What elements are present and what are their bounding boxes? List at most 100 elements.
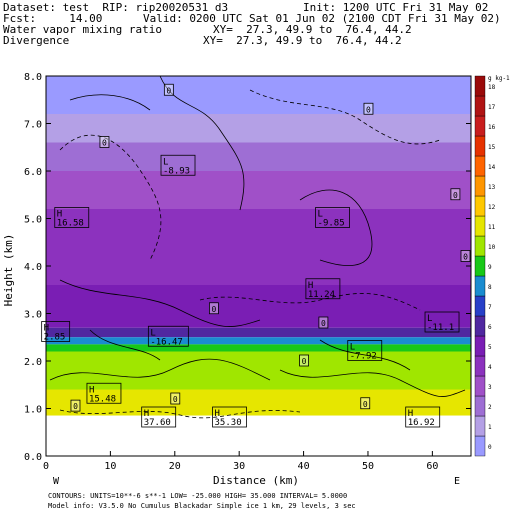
field-name-secondary: Divergence bbox=[3, 34, 70, 47]
extremum-box bbox=[86, 382, 122, 404]
dataset-line: Dataset: test RIP: rip20020531 d3 bbox=[3, 1, 229, 14]
colorbar-swatch bbox=[474, 375, 486, 397]
x-tick-label: 20 bbox=[169, 461, 181, 472]
x-tick-label: 60 bbox=[426, 461, 438, 472]
colorbar-level-label: 15 bbox=[488, 144, 496, 151]
colorbar-level-label: 14 bbox=[488, 164, 496, 171]
moisture-layer-6 bbox=[46, 327, 471, 338]
extremum-box bbox=[54, 207, 90, 228]
init-line: Init: 1200 UTC Fri 31 May 02 bbox=[303, 1, 489, 14]
contour-line bbox=[59, 279, 261, 327]
cross-section-coords-primary: XY= 27.3, 49.9 to 76.4, 44.2 bbox=[213, 23, 412, 36]
moisture-layer-9 bbox=[46, 344, 471, 352]
zero-contour-box bbox=[163, 83, 174, 96]
contour-line bbox=[299, 189, 373, 266]
extremum-box bbox=[160, 154, 196, 176]
contour-line bbox=[159, 75, 245, 211]
colorbar-level-label: 6 bbox=[488, 324, 492, 331]
colorbar-level-label: 12 bbox=[488, 204, 496, 211]
extremum-value: -9.85 bbox=[318, 219, 345, 229]
colorbar-swatch bbox=[474, 155, 486, 177]
x-tick-label: 50 bbox=[362, 461, 374, 472]
colorbar-level-label: 10 bbox=[488, 244, 496, 251]
colorbar-level-label: 13 bbox=[488, 184, 496, 191]
colorbar-swatch bbox=[474, 395, 486, 417]
zero-contour-label: 0 bbox=[173, 395, 178, 404]
colorbar-level-label: 16 bbox=[488, 124, 496, 131]
y-tick-label: 4.0 bbox=[24, 262, 42, 273]
valid-time-line: Valid: 0200 UTC Sat 01 Jun 02 (2100 CDT … bbox=[143, 12, 501, 25]
contour-lines bbox=[49, 75, 466, 419]
extremum-value: -7.92 bbox=[350, 352, 377, 362]
colorbar-swatch bbox=[474, 435, 486, 457]
colorbar-level-label: 3 bbox=[488, 384, 492, 391]
field-name-primary: Water vapor mixing ratio bbox=[3, 23, 162, 36]
contour-line bbox=[319, 339, 411, 371]
colorbar-swatch bbox=[474, 215, 486, 237]
y-tick-label: 7.0 bbox=[24, 120, 42, 131]
x-tick-label: 0 bbox=[43, 461, 49, 472]
colorbar-level-label: 11 bbox=[488, 224, 496, 231]
moisture-layer-0 bbox=[46, 76, 471, 114]
extremum-box bbox=[424, 311, 460, 333]
y-tick-label: 6.0 bbox=[24, 167, 42, 178]
extremum-box bbox=[41, 321, 71, 342]
x-tick-label: 10 bbox=[104, 461, 116, 472]
zero-contour-label: 0 bbox=[453, 191, 458, 200]
contour-line bbox=[249, 89, 441, 145]
colorbar-swatch bbox=[474, 355, 486, 377]
colorbar-level-label: 1 bbox=[488, 424, 492, 431]
zero-contour-box bbox=[318, 316, 329, 329]
zero-contour-box bbox=[70, 399, 81, 412]
extremum-value: 35.30 bbox=[215, 418, 242, 428]
colorbar-swatch bbox=[474, 315, 486, 337]
colorbar-level-label: 0 bbox=[488, 444, 492, 451]
colorbar-swatch bbox=[474, 95, 486, 117]
colorbar-level-label: 5 bbox=[488, 344, 492, 351]
extremum-value: 2.85 bbox=[44, 333, 66, 343]
colorbar-swatch bbox=[474, 335, 486, 357]
high-marker: H bbox=[57, 210, 62, 220]
colorbar-swatch bbox=[474, 175, 486, 197]
high-marker: H bbox=[308, 281, 313, 291]
zero-contour-label: 0 bbox=[102, 139, 107, 148]
west-label: W bbox=[53, 476, 60, 487]
extremum-box bbox=[141, 406, 177, 428]
extremum-box bbox=[315, 207, 350, 228]
footer-model-info: Model info: V3.5.0 No Cumulus Blackadar … bbox=[48, 502, 356, 510]
zero-contour-box bbox=[363, 102, 374, 115]
low-marker: L bbox=[427, 314, 432, 324]
moisture-layer-4 bbox=[46, 209, 471, 285]
zero-contour-box bbox=[460, 250, 471, 262]
y-tick-label: 8.0 bbox=[24, 72, 42, 83]
zero-contour-box bbox=[299, 354, 309, 367]
contour-line bbox=[49, 358, 271, 381]
y-tick-label: 3.0 bbox=[24, 310, 42, 321]
moisture-layer-1 bbox=[46, 114, 471, 143]
zero-contour-label: 0 bbox=[321, 319, 326, 328]
moisture-layer-5 bbox=[46, 285, 471, 328]
zero-contour-label: 0 bbox=[73, 402, 78, 411]
extremum-box bbox=[347, 340, 383, 361]
y-tick-label: 5.0 bbox=[24, 215, 42, 226]
extremum-box bbox=[305, 278, 341, 300]
contour-line bbox=[69, 94, 151, 111]
zero-contour-label: 0 bbox=[366, 105, 371, 114]
high-marker: H bbox=[89, 385, 94, 395]
low-marker: L bbox=[150, 328, 155, 338]
extremum-value: -8.93 bbox=[163, 166, 190, 176]
x-tick-label: 40 bbox=[298, 461, 310, 472]
extremum-box bbox=[405, 406, 441, 428]
y-tick-label: 0.0 bbox=[24, 452, 42, 463]
terrain-mask bbox=[46, 415, 471, 456]
contour-line bbox=[89, 329, 161, 361]
colorbar-level-label: 9 bbox=[488, 264, 492, 271]
colorbar-level-label: 2 bbox=[488, 404, 492, 411]
extremum-box bbox=[212, 406, 247, 428]
colorbar-level-label: 4 bbox=[488, 364, 492, 371]
contour-line bbox=[59, 409, 301, 419]
colorbar-swatch bbox=[474, 255, 486, 277]
extremum-value: 11.24 bbox=[308, 290, 335, 300]
high-marker: H bbox=[408, 409, 413, 419]
colorbar-swatch bbox=[474, 75, 486, 97]
